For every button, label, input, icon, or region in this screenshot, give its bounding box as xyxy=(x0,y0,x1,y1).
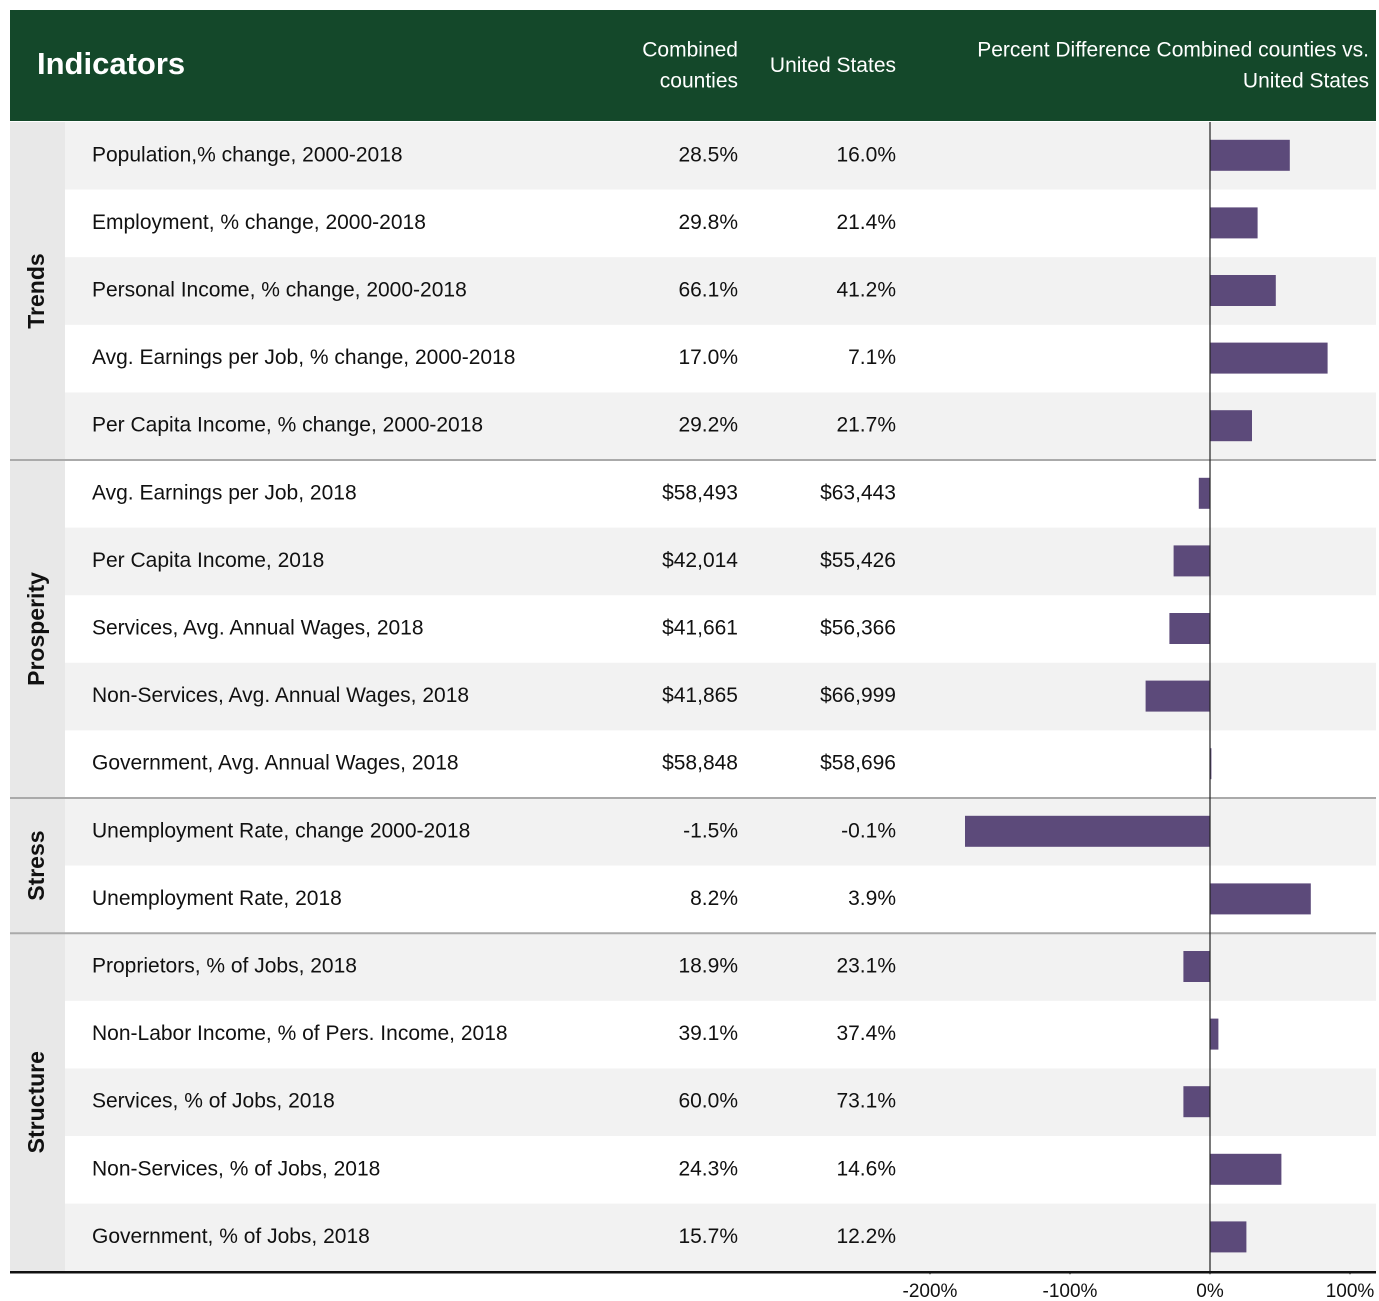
bar xyxy=(1210,1221,1247,1253)
row-label: Services, Avg. Annual Wages, 2018 xyxy=(92,617,424,640)
column-header: United States xyxy=(770,54,896,77)
bar xyxy=(965,815,1210,847)
x-tick-label: -200% xyxy=(903,1281,958,1301)
row-bg xyxy=(65,392,1376,460)
row-label: Proprietors, % of Jobs, 2018 xyxy=(92,955,357,978)
bar xyxy=(1198,477,1210,509)
row-bg xyxy=(65,933,1376,1001)
combined-value: $41,661 xyxy=(662,617,738,640)
header-title: Indicators xyxy=(37,46,185,81)
combined-value: 17.0% xyxy=(678,346,738,369)
us-value: 16.0% xyxy=(836,143,896,166)
row-label: Per Capita Income, 2018 xyxy=(92,549,324,572)
bar xyxy=(1210,139,1290,171)
bar xyxy=(1210,1018,1219,1050)
x-tick-label: 100% xyxy=(1326,1281,1375,1301)
bar xyxy=(1169,613,1210,644)
combined-value: 15.7% xyxy=(678,1225,738,1248)
row-label: Unemployment Rate, 2018 xyxy=(92,887,342,910)
row-bg xyxy=(65,257,1376,325)
combined-value: 18.9% xyxy=(678,955,738,978)
column-header: Combined counties xyxy=(642,38,738,92)
bar xyxy=(1210,342,1328,374)
column-header-line: counties xyxy=(660,69,738,92)
us-value: $58,696 xyxy=(820,752,896,775)
combined-value: 66.1% xyxy=(678,279,738,302)
x-tick-label: 0% xyxy=(1196,1281,1224,1301)
row-label: Non-Labor Income, % of Pers. Income, 201… xyxy=(92,1022,508,1045)
header-bg xyxy=(10,10,1376,121)
bar xyxy=(1145,680,1210,712)
us-value: 73.1% xyxy=(836,1090,896,1113)
row-label: Per Capita Income, % change, 2000-2018 xyxy=(92,414,483,437)
row-bg xyxy=(65,1203,1376,1272)
column-header-line: Percent Difference Combined counties vs. xyxy=(977,38,1369,61)
row-label: Non-Services, Avg. Annual Wages, 2018 xyxy=(92,684,469,707)
row-label: Non-Services, % of Jobs, 2018 xyxy=(92,1157,380,1180)
x-tick-label: -100% xyxy=(1043,1281,1098,1301)
bar xyxy=(1183,951,1210,982)
group-label: Stress xyxy=(23,830,49,900)
us-value: $66,999 xyxy=(820,684,896,707)
combined-value: 60.0% xyxy=(678,1090,738,1113)
row-bg xyxy=(65,122,1376,190)
combined-value: $58,848 xyxy=(662,752,738,775)
us-value: 37.4% xyxy=(836,1022,896,1045)
row-bg xyxy=(65,1068,1376,1136)
combined-value: -1.5% xyxy=(683,819,738,842)
bar xyxy=(1210,207,1258,239)
column-header: Percent Difference Combined counties vs.… xyxy=(977,38,1369,92)
column-header-line: Combined xyxy=(642,38,738,61)
group-bg xyxy=(10,933,65,1272)
row-label: Services, % of Jobs, 2018 xyxy=(92,1090,335,1113)
us-value: 14.6% xyxy=(836,1157,896,1180)
bar xyxy=(1210,275,1276,306)
combined-value: $41,865 xyxy=(662,684,738,707)
group-bg xyxy=(10,460,65,798)
column-header-line: United States xyxy=(770,54,896,77)
combined-value: 24.3% xyxy=(678,1157,738,1180)
us-value: 41.2% xyxy=(836,279,896,302)
group-label: Prosperity xyxy=(23,572,49,686)
us-value: -0.1% xyxy=(841,819,896,842)
row-label: Employment, % change, 2000-2018 xyxy=(92,211,426,234)
combined-value: 29.8% xyxy=(678,211,738,234)
combined-value: 39.1% xyxy=(678,1022,738,1045)
group-bg xyxy=(10,122,65,460)
bar xyxy=(1210,748,1212,780)
row-label: Personal Income, % change, 2000-2018 xyxy=(92,279,467,302)
combined-value: $42,014 xyxy=(662,549,738,572)
bar xyxy=(1183,1086,1210,1118)
us-value: $63,443 xyxy=(820,481,896,504)
combined-value: 8.2% xyxy=(690,887,738,910)
group-label: Structure xyxy=(23,1051,49,1153)
column-header-line: United States xyxy=(1243,69,1369,92)
group-label: Trends xyxy=(23,253,49,328)
bar xyxy=(1210,1153,1282,1185)
us-value: $55,426 xyxy=(820,549,896,572)
combined-value: 29.2% xyxy=(678,414,738,437)
us-value: 3.9% xyxy=(848,887,896,910)
row-label: Avg. Earnings per Job, % change, 2000-20… xyxy=(92,346,515,369)
bar xyxy=(1173,545,1210,577)
us-value: $56,366 xyxy=(820,617,896,640)
row-label: Unemployment Rate, change 2000-2018 xyxy=(92,819,470,842)
combined-value: $58,493 xyxy=(662,481,738,504)
us-value: 23.1% xyxy=(836,955,896,978)
row-bg xyxy=(65,527,1376,596)
row-label: Government, Avg. Annual Wages, 2018 xyxy=(92,752,459,775)
combined-value: 28.5% xyxy=(678,143,738,166)
bar xyxy=(1210,410,1252,442)
us-value: 21.4% xyxy=(836,211,896,234)
us-value: 21.7% xyxy=(836,414,896,437)
row-label: Government, % of Jobs, 2018 xyxy=(92,1225,370,1248)
us-value: 7.1% xyxy=(848,346,896,369)
row-label: Avg. Earnings per Job, 2018 xyxy=(92,481,357,504)
group-bg xyxy=(10,798,65,934)
row-label: Population,% change, 2000-2018 xyxy=(92,143,403,166)
us-value: 12.2% xyxy=(836,1225,896,1248)
bar xyxy=(1210,883,1311,915)
